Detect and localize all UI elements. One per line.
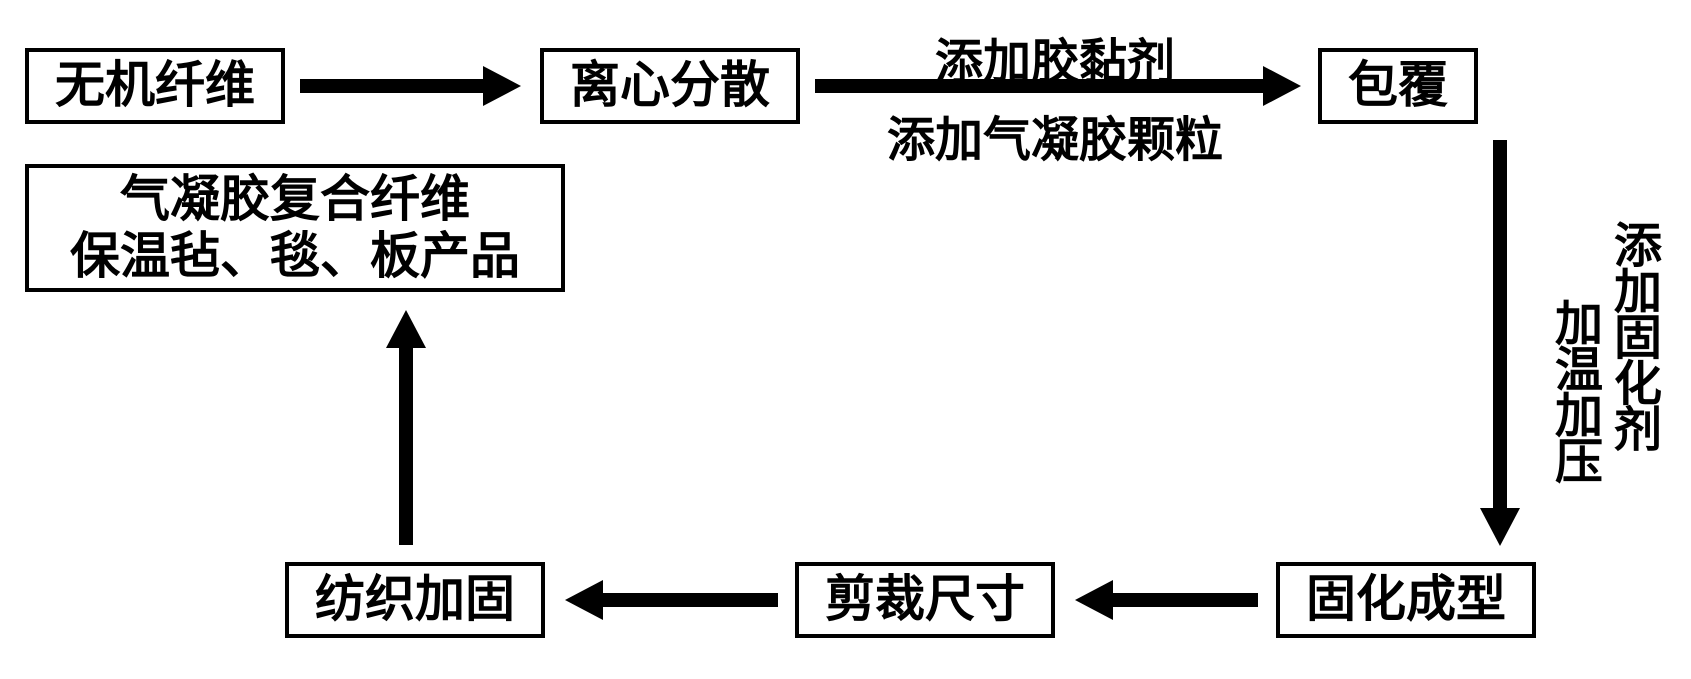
- arrow-3-shaft: [1493, 140, 1507, 510]
- arrow-3-head: [1480, 508, 1520, 546]
- arrow-3-label-left: 加温加压: [1545, 260, 1601, 520]
- node-centrifugal-dispersion: 离心分散: [540, 48, 800, 124]
- arrow-4-head: [1075, 580, 1113, 620]
- node-label: 气凝胶复合纤维 保温毡、毯、板产品: [70, 171, 520, 286]
- node-label: 固化成型: [1306, 571, 1506, 629]
- arrow-5-shaft: [603, 593, 778, 607]
- arrow-3-label-right: 添加固化剂: [1604, 155, 1660, 515]
- arrow-6-head: [386, 310, 426, 348]
- node-product: 气凝胶复合纤维 保温毡、毯、板产品: [25, 164, 565, 292]
- arrow-2-label-bottom: 添加气凝胶颗粒: [815, 100, 1295, 170]
- arrow-1-head: [483, 66, 521, 106]
- label-text: 添加胶黏剂: [935, 36, 1175, 89]
- node-label: 纺织加固: [315, 571, 515, 629]
- node-cut-size: 剪裁尺寸: [795, 562, 1055, 638]
- node-label: 剪裁尺寸: [825, 571, 1025, 629]
- arrow-2-label-top: 添加胶黏剂: [815, 22, 1295, 92]
- label-text: 添加固化剂: [1608, 220, 1656, 450]
- arrow-6-shaft: [399, 348, 413, 545]
- node-label: 离心分散: [570, 57, 770, 115]
- node-coating: 包覆: [1318, 48, 1478, 124]
- node-label: 无机纤维: [55, 57, 255, 115]
- label-text: 加温加压: [1549, 298, 1597, 482]
- arrow-4-shaft: [1113, 593, 1258, 607]
- label-text: 添加气凝胶颗粒: [887, 114, 1223, 167]
- arrow-5-head: [565, 580, 603, 620]
- node-inorganic-fiber: 无机纤维: [25, 48, 285, 124]
- node-textile-reinforce: 纺织加固: [285, 562, 545, 638]
- node-label: 包覆: [1348, 57, 1448, 115]
- node-curing-forming: 固化成型: [1276, 562, 1536, 638]
- arrow-1-shaft: [300, 79, 485, 93]
